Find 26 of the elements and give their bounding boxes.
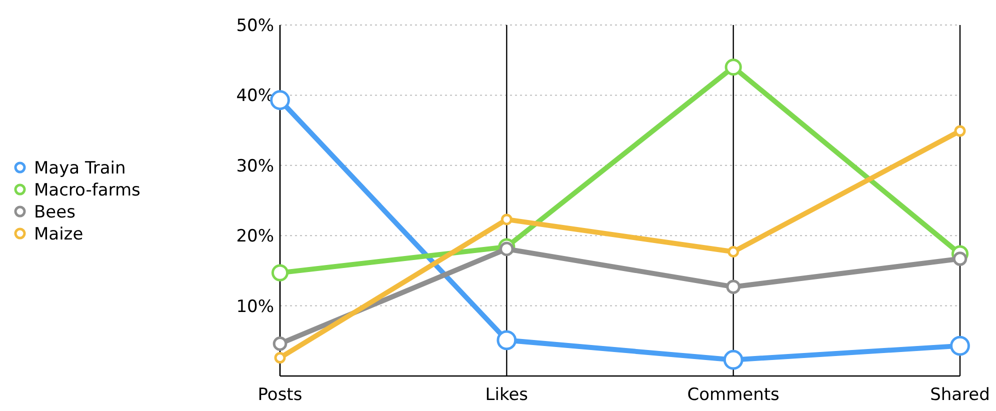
point: [728, 246, 740, 258]
point: [726, 280, 740, 294]
y-tick-label: 30%: [236, 156, 274, 176]
x-tick-label: Shared: [930, 385, 990, 405]
point: [270, 90, 290, 110]
x-tick-label: Likes: [485, 385, 528, 405]
point: [272, 336, 288, 351]
point: [954, 125, 966, 137]
point: [723, 350, 744, 370]
point: [500, 214, 512, 226]
point: [496, 330, 517, 350]
point: [500, 242, 514, 256]
point: [724, 58, 742, 76]
point: [950, 336, 970, 356]
legend-label: Maize: [34, 224, 84, 244]
x-tick-label: Comments: [687, 385, 780, 405]
y-tick-label: 10%: [236, 296, 274, 317]
y-tick-label: 50%: [236, 16, 274, 36]
legend-label: Bees: [34, 202, 76, 222]
legend-label: Macro-farms: [34, 180, 141, 200]
point: [271, 264, 289, 282]
point: [274, 352, 286, 364]
point: [952, 252, 968, 266]
y-tick-label: 20%: [236, 226, 274, 247]
legend-label: Maya Train: [34, 158, 126, 178]
x-tick-label: Posts: [258, 385, 302, 405]
